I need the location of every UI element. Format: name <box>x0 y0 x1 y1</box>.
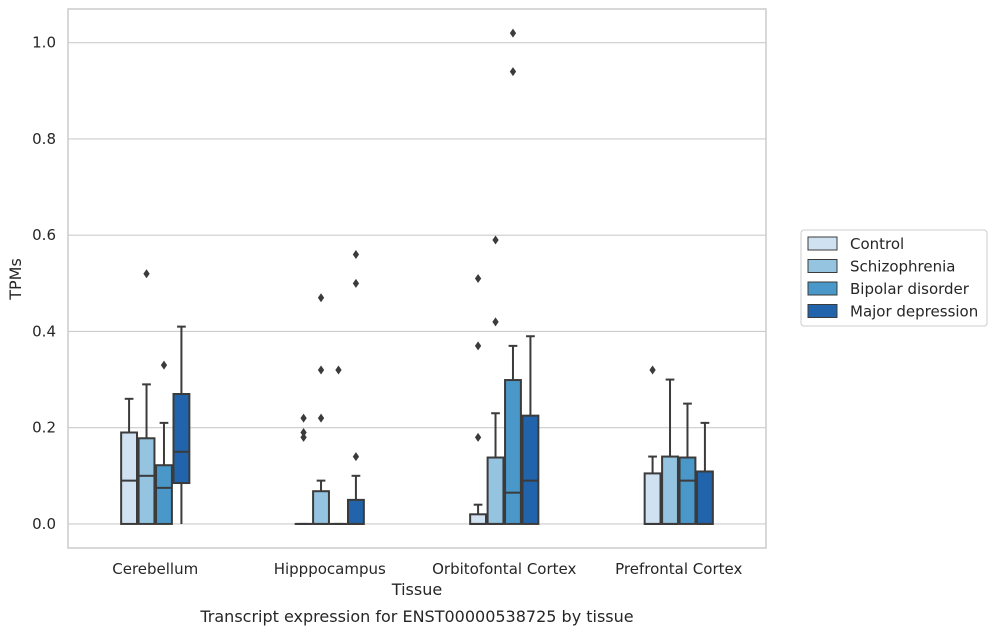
box-group <box>696 421 714 525</box>
y-tick-label: 0.6 <box>32 226 56 244</box>
x-tick-label: Orbitofontal Cortex <box>432 560 576 578</box>
box-group <box>120 397 139 525</box>
legend-label: Major depression <box>850 303 978 321</box>
legend-swatch <box>807 259 838 273</box>
outlier-point <box>649 365 656 375</box>
box-group <box>172 325 191 524</box>
outlier-point <box>352 278 360 288</box>
boxes <box>120 28 714 525</box>
box <box>643 472 662 525</box>
legend-label: Bipolar disorder <box>850 280 970 298</box>
outlier-point <box>492 235 499 245</box>
chart-caption: Transcript expression for ENST0000053872… <box>199 607 633 626</box>
outlier-point <box>352 249 360 259</box>
box-group <box>678 402 697 525</box>
box <box>120 431 139 525</box>
box <box>137 437 156 525</box>
y-tick-label: 0.0 <box>32 515 56 533</box>
box <box>696 470 714 525</box>
box <box>347 498 365 525</box>
y-tick-labels: 0.0 0.2 0.4 0.6 0.8 1.0 <box>32 34 56 533</box>
outlier-point <box>317 293 325 303</box>
legend-frame <box>800 229 988 327</box>
outlier-point <box>300 428 307 437</box>
box-group <box>469 274 487 525</box>
box-group <box>137 269 156 525</box>
box-group <box>504 28 522 525</box>
outlier-point <box>352 452 360 462</box>
box <box>661 455 679 525</box>
y-axis-label: TPMs <box>6 258 25 301</box>
outlier-point <box>474 341 482 351</box>
box <box>312 490 330 525</box>
box <box>172 393 191 485</box>
box-group <box>347 249 365 525</box>
box-group <box>643 365 662 525</box>
outlier-point <box>160 360 168 370</box>
x-tick-label: Prefrontal Cortex <box>615 560 742 578</box>
box <box>504 379 522 525</box>
box-group <box>486 235 505 525</box>
outlier-point <box>143 269 150 279</box>
legend: Control Schizophrenia Bipolar disorder Majo… <box>800 229 988 327</box>
box <box>469 513 487 525</box>
outlier-point <box>335 365 342 375</box>
x-tick-labels: Cerebellum Hipppocampus Orbitofontal Corte… <box>112 560 742 578</box>
box-group <box>312 293 330 525</box>
box <box>486 456 505 525</box>
outlier-point <box>474 274 482 283</box>
y-tick-label: 0.4 <box>32 322 56 340</box>
box-group <box>661 378 679 525</box>
outlier-point <box>317 413 325 423</box>
outlier-point <box>317 365 325 375</box>
box-group <box>294 413 313 525</box>
legend-swatch <box>807 281 838 296</box>
legend-swatch <box>807 236 838 251</box>
x-tick-label: Hipppocampus <box>274 560 386 578</box>
y-tick-label: 0.8 <box>32 130 56 148</box>
outlier-point <box>300 432 307 442</box>
plot-frame <box>67 8 767 549</box>
outlier-point <box>474 432 482 442</box>
legend-swatch <box>807 304 838 318</box>
legend-label: Schizophrenia <box>850 258 955 276</box>
outlier-point <box>300 413 307 423</box>
box-group <box>521 335 540 525</box>
outlier-point <box>509 67 517 77</box>
box <box>155 464 173 525</box>
x-axis-label: Tissue <box>391 580 442 599</box>
box-group <box>155 360 173 525</box>
outlier-point <box>492 317 499 327</box>
y-tick-label: 1.0 <box>32 34 56 52</box>
outlier-point <box>509 28 517 38</box>
y-tick-label: 0.2 <box>32 419 56 437</box>
box <box>678 456 697 525</box>
x-tick-label: Cerebellum <box>112 560 198 578</box>
box <box>521 414 540 525</box>
legend-label: Control <box>850 235 904 253</box>
box-group <box>329 365 348 525</box>
